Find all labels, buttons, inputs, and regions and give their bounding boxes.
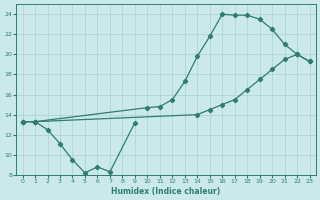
X-axis label: Humidex (Indice chaleur): Humidex (Indice chaleur) [111,187,221,196]
